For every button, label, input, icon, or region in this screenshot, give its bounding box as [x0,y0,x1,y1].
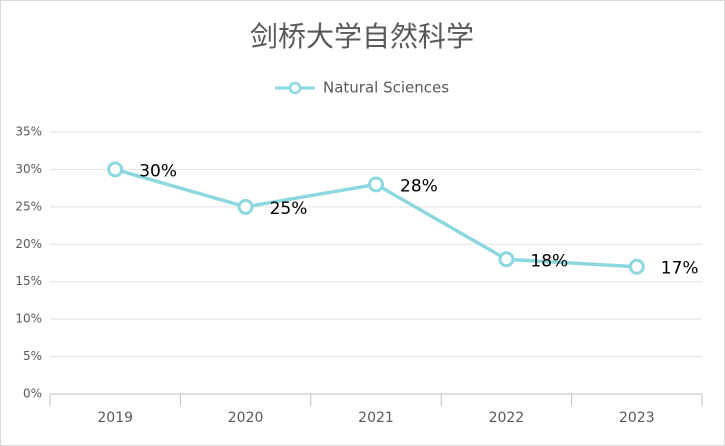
data-point [498,251,515,268]
data-label: 17% [661,259,699,279]
x-tick-label: 2022 [489,410,525,426]
y-tick-label: 15% [15,274,42,288]
x-tick-label: 2019 [97,410,133,426]
x-tick-label: 2021 [358,410,394,426]
y-tick-label: 10% [15,312,42,326]
y-tick-label: 35% [15,125,42,139]
data-label: 18% [530,251,568,271]
data-label: 28% [400,176,438,196]
data-point [628,258,645,275]
x-tick-label: 2023 [619,410,655,426]
data-label: 25% [270,199,308,219]
y-tick-label: 25% [15,199,42,213]
data-point [237,198,254,215]
data-point [107,161,124,178]
chart-title: 剑桥大学自然科学 [250,20,474,53]
x-tick-label: 2020 [228,410,264,426]
y-tick-label: 5% [23,349,42,363]
y-tick-label: 30% [15,162,42,176]
legend-marker [288,81,302,95]
data-point [368,176,384,193]
legend-label: Natural Sciences [323,79,449,97]
data-label: 30% [139,161,177,181]
y-tick-label: 20% [15,237,42,251]
y-tick-label: 0% [23,387,42,401]
